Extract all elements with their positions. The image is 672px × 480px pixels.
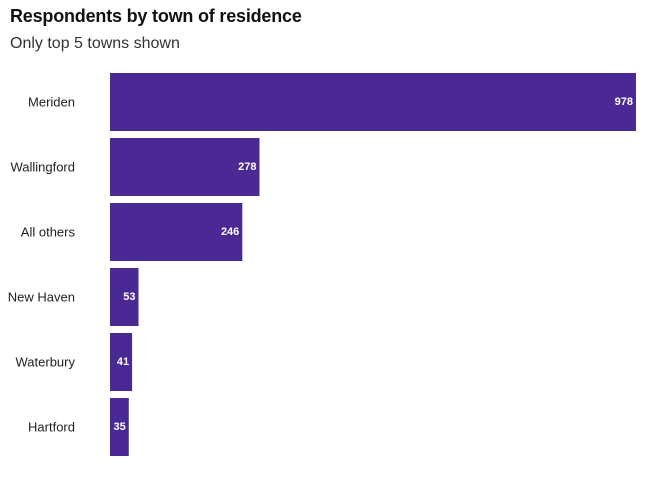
value-labels-group: 978 278 246 53 41 35 xyxy=(114,96,633,433)
bar-hartford xyxy=(110,398,129,456)
value-label-new-haven: 53 xyxy=(123,291,135,303)
category-labels-group: Meriden Wallingford All others New Haven Wat… xyxy=(8,95,76,435)
bar-new-haven xyxy=(110,268,139,326)
category-label-meriden: Meriden xyxy=(28,95,75,110)
category-label-all-others: All others xyxy=(21,225,76,240)
value-label-waterbury: 41 xyxy=(117,356,129,368)
bars-group xyxy=(110,73,636,456)
bar-meriden xyxy=(110,73,636,131)
value-label-all-others: 246 xyxy=(221,226,239,238)
bar-all-others xyxy=(110,203,243,261)
value-label-hartford: 35 xyxy=(114,421,126,433)
value-label-meriden: 978 xyxy=(615,96,633,108)
category-label-waterbury: Waterbury xyxy=(16,355,76,370)
chart-title: Respondents by town of residence xyxy=(10,6,302,26)
value-label-wallingford: 278 xyxy=(238,161,256,173)
category-label-new-haven: New Haven xyxy=(8,290,75,305)
chart-subtitle: Only top 5 towns shown xyxy=(10,35,180,52)
category-label-wallingford: Wallingford xyxy=(10,160,75,175)
bar-waterbury xyxy=(110,333,133,391)
bar-wallingford xyxy=(110,138,260,196)
category-label-hartford: Hartford xyxy=(28,420,75,435)
